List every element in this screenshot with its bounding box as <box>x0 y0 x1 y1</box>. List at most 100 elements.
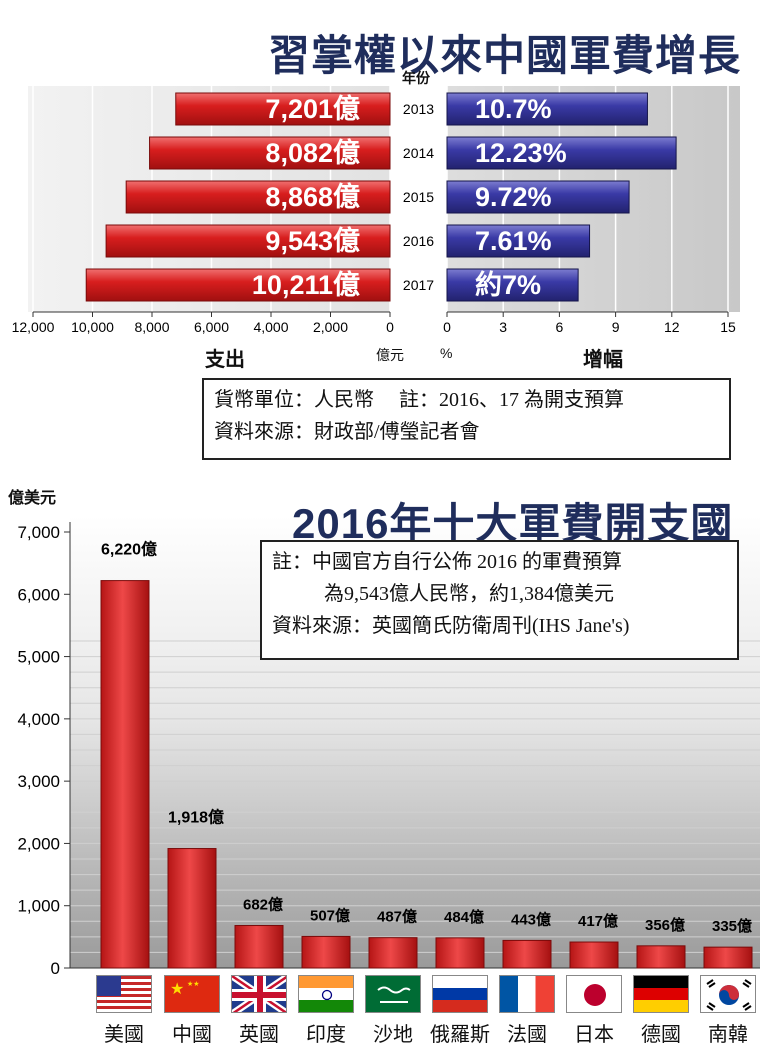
svg-text:★: ★ <box>170 979 184 998</box>
expenditure-value-label: 8,082億 <box>265 138 360 168</box>
note-line: 註：中國官方自行公佈 2016 的軍費預算 <box>272 551 622 573</box>
note-line: 資料來源：英國簡氏防衛周刊(IHS Jane's) <box>272 615 630 637</box>
growth-bar <box>446 92 648 126</box>
year-label: 2017 <box>403 277 434 293</box>
y-tick-label: 0 <box>51 959 60 978</box>
note-line: 貨幣單位：人民幣 註：2016、17 為開支預算 <box>214 389 624 411</box>
year-label: 2015 <box>403 189 434 205</box>
spending-value-label: 356億 <box>645 916 685 934</box>
expenditure-value-label: 10,211億 <box>252 270 360 300</box>
y-tick-label: 6,000 <box>17 585 60 604</box>
note-line: 資料來源：財政部/傅瑩記者會 <box>214 421 480 443</box>
x-tick-label: 0 <box>386 319 394 335</box>
spending-value-label: 417億 <box>578 912 618 930</box>
y-tick-label: 2,000 <box>17 834 60 853</box>
year-column <box>390 86 447 312</box>
uk-flag-icon <box>231 975 287 1013</box>
expenditure-unit-label: 億元 <box>376 347 404 363</box>
x-tick-label: 4,000 <box>253 319 288 335</box>
spending-bar <box>703 946 753 969</box>
spending-value-label: 484億 <box>444 908 484 926</box>
spending-bar <box>234 925 284 969</box>
y-tick-label: 1,000 <box>17 897 60 916</box>
south-korea-flag-icon <box>700 975 756 1013</box>
growth-axis-title: 增幅 <box>583 349 623 371</box>
expenditure-bar <box>149 136 391 170</box>
country-label: 美國 <box>104 1024 144 1046</box>
growth-bar <box>446 136 677 170</box>
y-tick-label: 7,000 <box>17 523 60 542</box>
spending-bar <box>167 848 217 969</box>
expenditure-bar <box>85 268 391 302</box>
growth-value-label: 10.7% <box>475 94 552 124</box>
expenditure-value-label: 9,543億 <box>265 226 360 256</box>
expenditure-bar <box>125 180 391 214</box>
france-flag-icon <box>499 975 555 1013</box>
growth-value-label: 9.72% <box>475 182 552 212</box>
x-tick-label: 10,000 <box>71 319 114 335</box>
bottom-chart-title: 2016年十大軍費開支國 <box>292 500 734 547</box>
x-tick-label: 12,000 <box>12 319 55 335</box>
svg-text:★★: ★★ <box>187 980 200 988</box>
growth-bar <box>446 180 630 214</box>
x-tick-label: 6 <box>556 319 564 335</box>
country-label: 沙地 <box>373 1024 413 1046</box>
x-tick-label: 8,000 <box>134 319 169 335</box>
growth-value-label: 約7% <box>475 269 541 300</box>
country-label: 日本 <box>574 1024 614 1046</box>
spending-value-label: 443億 <box>511 910 551 928</box>
expenditure-value-label: 8,868億 <box>265 182 360 212</box>
x-tick-label: 3 <box>499 319 507 335</box>
top-chart-note: 貨幣單位：人民幣 註：2016、17 為開支預算 資料來源：財政部/傅瑩記者會 <box>202 378 731 460</box>
top-chart-title: 習掌權以來中國軍費增長 <box>268 32 742 79</box>
us-flag-icon <box>96 975 152 1013</box>
spending-value-label: 1,918億 <box>168 808 224 827</box>
expenditure-value-label: 7,201億 <box>265 94 360 124</box>
growth-bar <box>446 224 591 258</box>
country-label: 中國 <box>172 1024 212 1046</box>
country-label: 印度 <box>306 1024 346 1046</box>
spending-bar <box>435 937 485 969</box>
x-tick-label: 15 <box>720 319 736 335</box>
spending-value-label: 6,220億 <box>101 540 157 559</box>
spending-value-label: 335億 <box>712 917 752 935</box>
country-label: 英國 <box>239 1024 279 1046</box>
country-label: 德國 <box>641 1024 681 1046</box>
year-label: 2016 <box>403 233 434 249</box>
spending-bar <box>368 937 418 969</box>
spending-value-label: 487億 <box>377 908 417 926</box>
y-tick-label: 5,000 <box>17 648 60 667</box>
spending-bar <box>636 945 686 969</box>
saudi-flag-icon <box>365 975 421 1013</box>
x-tick-label: 9 <box>612 319 620 335</box>
y-tick-label: 4,000 <box>17 710 60 729</box>
year-label: 2013 <box>403 101 434 117</box>
india-flag-icon <box>298 975 354 1013</box>
bottom-chart-note: 註：中國官方自行公佈 2016 的軍費預算 為9,543億人民幣，約1,384億… <box>260 540 739 660</box>
x-tick-label: 6,000 <box>194 319 229 335</box>
spending-value-label: 682億 <box>243 896 283 914</box>
spending-bar <box>502 939 552 969</box>
japan-flag-icon <box>566 975 622 1013</box>
country-label: 南韓 <box>708 1024 748 1046</box>
expenditure-bar <box>175 92 391 126</box>
country-label: 俄羅斯 <box>430 1024 490 1046</box>
year-axis-header: 年份 <box>402 70 430 86</box>
country-label: 法國 <box>507 1024 547 1046</box>
expenditure-axis-title: 支出 <box>205 349 245 371</box>
china-flag-icon: ★ ★★ <box>164 975 220 1013</box>
note-line: 為9,543億人民幣，約1,384億美元 <box>324 583 614 605</box>
expenditure-bar <box>105 224 391 258</box>
x-tick-label: 12 <box>664 319 680 335</box>
growth-unit-label: % <box>440 345 453 361</box>
y-tick-label: 3,000 <box>17 772 60 791</box>
spending-bar <box>100 580 150 969</box>
germany-flag-icon <box>633 975 689 1013</box>
russia-flag-icon <box>432 975 488 1013</box>
growth-value-label: 7.61% <box>475 226 552 256</box>
x-tick-label: 2,000 <box>313 319 348 335</box>
x-tick-label: 0 <box>443 319 451 335</box>
growth-value-label: 12.23% <box>475 138 567 168</box>
spending-bar <box>569 941 619 969</box>
bottom-y-axis-label: 億美元 <box>8 490 57 507</box>
